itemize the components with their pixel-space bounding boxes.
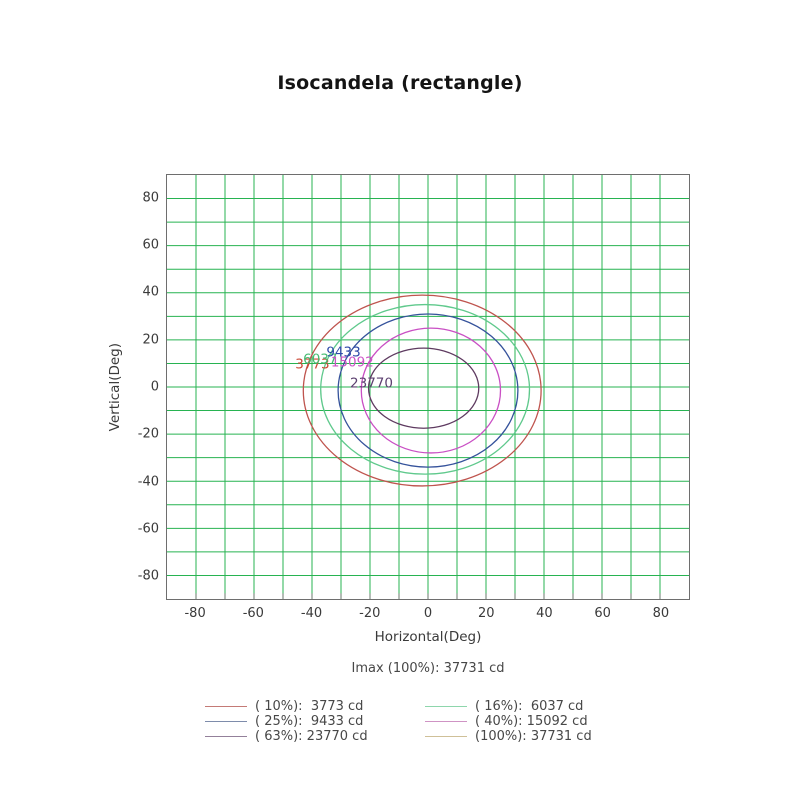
chart-title: Isocandela (rectangle) bbox=[277, 72, 523, 94]
y-tick-label: 40 bbox=[142, 284, 159, 300]
x-tick-label: 80 bbox=[652, 606, 670, 621]
x-tick-label: -20 bbox=[359, 606, 381, 621]
y-tick-label: -60 bbox=[137, 521, 159, 537]
legend-line-swatch bbox=[425, 721, 467, 722]
plot-area bbox=[166, 174, 690, 600]
y-tick-label: -20 bbox=[137, 426, 159, 442]
x-tick-label: 60 bbox=[594, 606, 611, 621]
legend-item-10pct: ( 10%): 3773 cd bbox=[205, 699, 425, 714]
y-tick-label: -40 bbox=[137, 474, 159, 490]
legend-item-100pct: (100%): 37731 cd bbox=[425, 729, 615, 744]
y-tick-label: 0 bbox=[150, 379, 159, 395]
legend-item-40pct: ( 40%): 15092 cd bbox=[425, 714, 615, 729]
y-tick-label: 20 bbox=[142, 332, 159, 348]
x-tick-label: -40 bbox=[300, 606, 323, 621]
contour-16pct bbox=[321, 305, 530, 475]
y-axis-title-text: Vertical(Deg) bbox=[107, 342, 123, 432]
isocandela-plot bbox=[167, 175, 689, 599]
y-tick-label: 60 bbox=[142, 237, 159, 253]
legend-label: (100%): 37731 cd bbox=[475, 729, 592, 744]
legend-item-63pct: ( 63%): 23770 cd bbox=[205, 729, 425, 744]
contour-40pct bbox=[361, 328, 500, 453]
x-tick-label: 40 bbox=[536, 606, 553, 621]
y-tick-label: 80 bbox=[142, 190, 159, 206]
y-tick-label: -80 bbox=[137, 568, 159, 584]
legend-line-swatch bbox=[205, 736, 247, 737]
x-axis-title: Horizontal(Deg) bbox=[374, 629, 482, 645]
legend-line-swatch bbox=[205, 706, 247, 707]
x-tick-label: 20 bbox=[477, 606, 495, 621]
x-tick-label: -80 bbox=[184, 606, 206, 621]
contour-10pct bbox=[303, 295, 541, 486]
x-tick-label: -60 bbox=[242, 606, 264, 621]
legend-label: ( 63%): 23770 cd bbox=[255, 729, 368, 744]
x-tick-label: 0 bbox=[423, 606, 433, 621]
legend-label: ( 10%): 3773 cd bbox=[255, 699, 364, 714]
contour-63pct bbox=[369, 348, 479, 428]
legend-label: ( 40%): 15092 cd bbox=[475, 714, 588, 729]
legend-item-25pct: ( 25%): 9433 cd bbox=[205, 714, 425, 729]
legend-line-swatch bbox=[425, 736, 467, 737]
legend-line-swatch bbox=[425, 706, 467, 707]
legend: ( 10%): 3773 cd( 25%): 9433 cd( 63%): 23… bbox=[205, 699, 615, 744]
legend-line-swatch bbox=[205, 721, 247, 722]
legend-item-16pct: ( 16%): 6037 cd bbox=[425, 699, 615, 714]
contour-25pct bbox=[338, 314, 518, 467]
legend-label: ( 16%): 6037 cd bbox=[475, 699, 584, 714]
imax-caption: Imax (100%): 37731 cd bbox=[351, 661, 505, 676]
y-axis-title: Vertical(Deg) bbox=[104, 174, 126, 600]
legend-column-right: ( 16%): 6037 cd( 40%): 15092 cd (100%): 3… bbox=[425, 699, 615, 744]
legend-column-left: ( 10%): 3773 cd( 25%): 9433 cd( 63%): 23… bbox=[205, 699, 425, 744]
legend-label: ( 25%): 9433 cd bbox=[255, 714, 364, 729]
